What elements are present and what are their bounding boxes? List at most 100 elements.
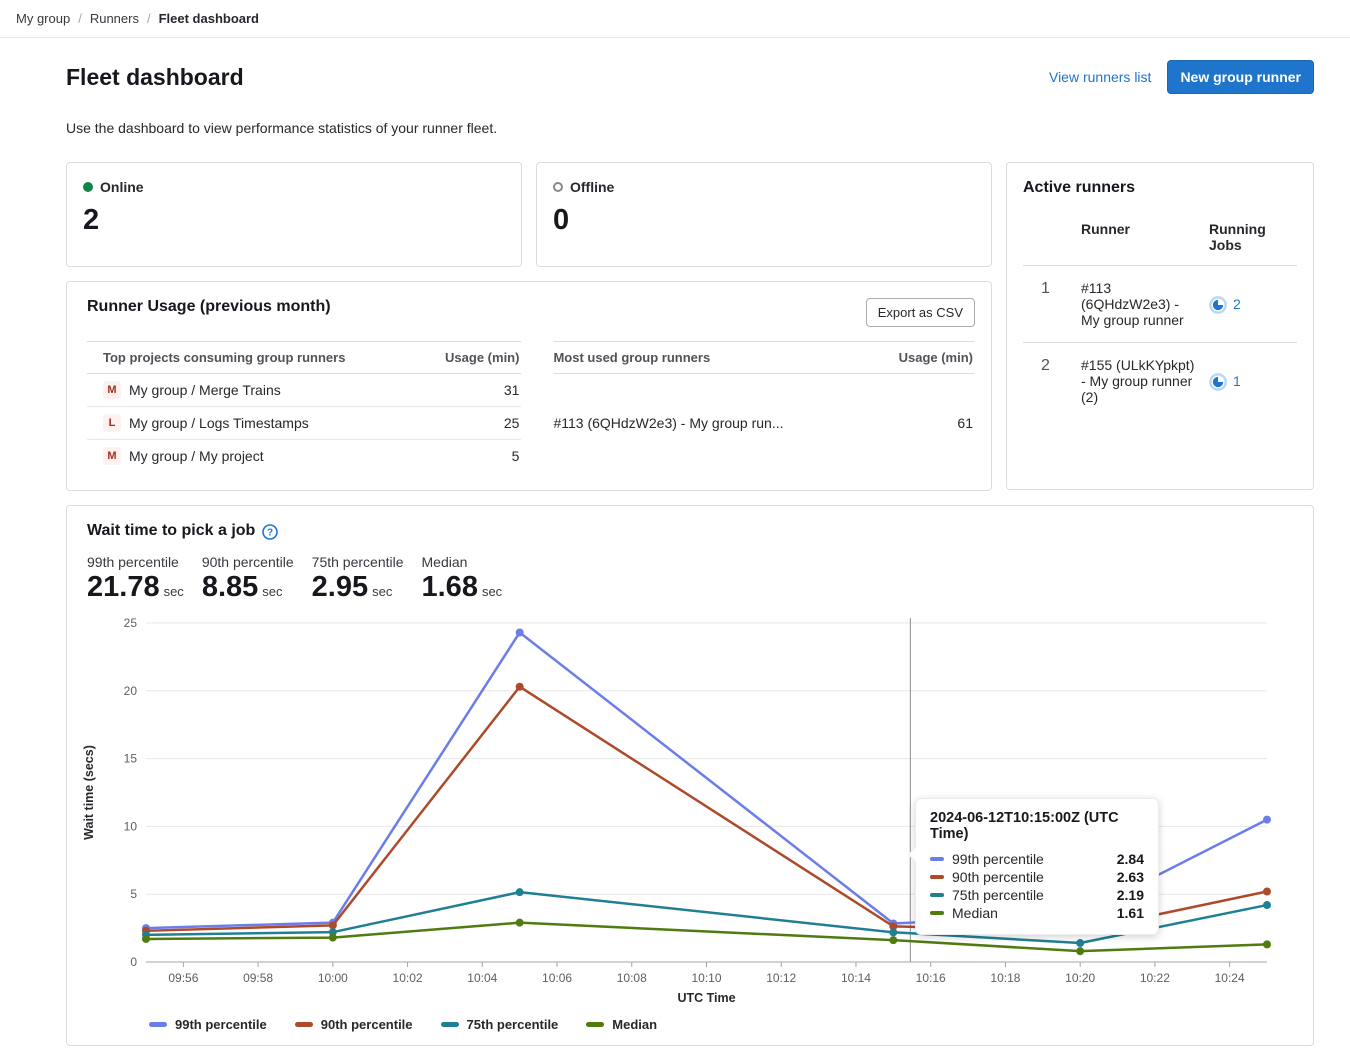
stat-75th-percentile: 75th percentile 2.95sec: [312, 554, 404, 604]
help-icon[interactable]: ?: [262, 524, 278, 540]
legend-item-99th[interactable]: 99th percentile: [149, 1017, 267, 1032]
view-runners-list-link[interactable]: View runners list: [1049, 69, 1151, 85]
legend-item-median[interactable]: Median: [586, 1017, 657, 1032]
running-status-icon: [1209, 296, 1227, 314]
wait-time-title: Wait time to pick a job: [87, 522, 255, 540]
series-color-chip: [930, 857, 944, 861]
svg-text:10:20: 10:20: [1065, 971, 1095, 985]
page-title: Fleet dashboard: [66, 64, 244, 91]
runner-usage: 61: [854, 374, 975, 473]
table-row: L My group / Logs Timestamps 25: [87, 407, 521, 440]
wait-time-stats: 99th percentile 21.78sec 90th percentile…: [67, 554, 1313, 604]
svg-text:10:18: 10:18: [990, 971, 1020, 985]
offline-label: Offline: [570, 179, 614, 195]
wait-time-card: Wait time to pick a job ? 99th percentil…: [66, 505, 1314, 1046]
project-usage: 5: [407, 440, 521, 473]
svg-text:09:58: 09:58: [243, 971, 273, 985]
project-usage: 31: [407, 374, 521, 407]
svg-text:15: 15: [124, 752, 138, 766]
online-status-icon: [83, 182, 93, 192]
legend-item-90th[interactable]: 90th percentile: [295, 1017, 413, 1032]
active-runners-title: Active runners: [1023, 179, 1297, 197]
table-row: M My group / Merge Trains 31: [87, 374, 521, 407]
svg-text:UTC Time: UTC Time: [677, 991, 735, 1005]
runner-rank: 2: [1023, 342, 1081, 419]
running-jobs-count[interactable]: 2: [1233, 296, 1241, 312]
column-header-usage-min: Usage (min): [407, 342, 521, 374]
breadcrumb-current: Fleet dashboard: [159, 11, 259, 26]
tooltip-row: Median 1.61: [930, 904, 1144, 922]
runner-name: #113 (6QHdzW2e3) - My group runner: [1081, 265, 1209, 342]
svg-text:10:06: 10:06: [542, 971, 572, 985]
column-header-runner: Runner: [1081, 211, 1209, 265]
online-count: 2: [83, 204, 505, 237]
svg-text:10: 10: [124, 819, 138, 833]
wait-time-chart[interactable]: 051015202509:5609:5810:0010:0210:0410:06…: [67, 610, 1313, 1015]
series-color-chip: [441, 1022, 459, 1027]
column-header-top-projects: Top projects consuming group runners: [87, 342, 407, 374]
new-group-runner-button[interactable]: New group runner: [1167, 60, 1314, 94]
project-avatar: M: [103, 447, 121, 465]
running-jobs-cell: 1: [1209, 342, 1297, 419]
stat-90th-percentile: 90th percentile 8.85sec: [202, 554, 294, 604]
tooltip-title: 2024-06-12T10:15:00Z (UTC Time): [930, 810, 1144, 842]
svg-text:0: 0: [130, 955, 137, 969]
runner-usage-title: Runner Usage (previous month): [87, 298, 331, 316]
series-color-chip: [930, 875, 944, 879]
stat-99th-percentile: 99th percentile 21.78sec: [87, 554, 184, 604]
stat-median: Median 1.68sec: [422, 554, 503, 604]
svg-text:10:14: 10:14: [841, 971, 871, 985]
svg-text:10:24: 10:24: [1215, 971, 1245, 985]
column-header-most-used: Most used group runners: [553, 342, 854, 374]
svg-text:10:04: 10:04: [467, 971, 497, 985]
running-jobs-cell: 2: [1209, 265, 1297, 342]
svg-text:10:08: 10:08: [617, 971, 647, 985]
svg-text:10:10: 10:10: [691, 971, 721, 985]
top-projects-table: Top projects consuming group runners Usa…: [87, 341, 521, 472]
breadcrumb: My group / Runners / Fleet dashboard: [0, 0, 1350, 38]
project-name: My group / My project: [129, 448, 264, 464]
tooltip-row: 75th percentile 2.19: [930, 886, 1144, 904]
series-color-chip: [930, 893, 944, 897]
running-jobs-count[interactable]: 1: [1233, 373, 1241, 389]
series-color-chip: [930, 911, 944, 915]
breadcrumb-my-group[interactable]: My group: [16, 11, 70, 26]
svg-text:10:16: 10:16: [916, 971, 946, 985]
svg-text:20: 20: [124, 684, 138, 698]
page-description: Use the dashboard to view performance st…: [66, 120, 1314, 136]
export-csv-button[interactable]: Export as CSV: [866, 298, 975, 327]
running-status-icon: [1209, 373, 1227, 391]
series-color-chip: [149, 1022, 167, 1027]
table-row: M My group / My project 5: [87, 440, 521, 473]
runner-usage-card: Runner Usage (previous month) Export as …: [66, 281, 992, 491]
tooltip-row: 90th percentile 2.63: [930, 868, 1144, 886]
svg-text:10:22: 10:22: [1140, 971, 1170, 985]
offline-count: 0: [553, 204, 975, 237]
series-color-chip: [295, 1022, 313, 1027]
svg-text:?: ?: [267, 528, 273, 539]
breadcrumb-runners[interactable]: Runners: [90, 11, 139, 26]
active-runners-card: Active runners Runner Running Jobs 1 #11…: [1006, 162, 1314, 490]
series-color-chip: [586, 1022, 604, 1027]
column-header-usage-min: Usage (min): [854, 342, 975, 374]
svg-text:Wait time (secs): Wait time (secs): [82, 745, 96, 840]
project-name: My group / Merge Trains: [129, 382, 281, 398]
runner-name: #113 (6QHdzW2e3) - My group run...: [553, 374, 854, 473]
breadcrumb-separator: /: [78, 11, 82, 26]
runner-name: #155 (ULkKYpkpt) - My group runner (2): [1081, 342, 1209, 419]
legend-item-75th[interactable]: 75th percentile: [441, 1017, 559, 1032]
breadcrumb-separator: /: [147, 11, 151, 26]
column-header-running-jobs: Running Jobs: [1209, 211, 1281, 265]
chart-legend: 99th percentile 90th percentile 75th per…: [149, 1017, 1313, 1032]
main-content: Fleet dashboard View runners list New gr…: [0, 60, 1350, 1046]
tooltip-row: 99th percentile 2.84: [930, 850, 1144, 868]
online-card: Online 2: [66, 162, 522, 267]
offline-card: Offline 0: [536, 162, 992, 267]
svg-text:5: 5: [130, 887, 137, 901]
svg-text:25: 25: [124, 616, 138, 630]
project-avatar: L: [103, 414, 121, 432]
offline-status-icon: [553, 182, 563, 192]
svg-text:10:00: 10:00: [318, 971, 348, 985]
online-label: Online: [100, 179, 144, 195]
project-usage: 25: [407, 407, 521, 440]
